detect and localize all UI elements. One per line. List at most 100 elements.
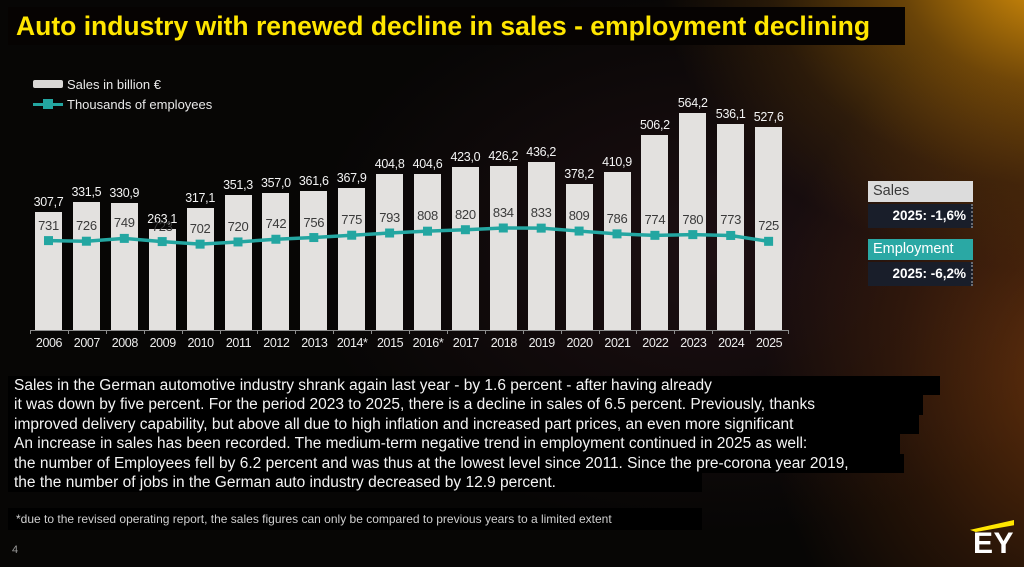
x-axis-label: 2007 bbox=[73, 336, 101, 350]
sales-bar-2019 bbox=[527, 162, 555, 330]
body-line: the the number of jobs in the German aut… bbox=[8, 472, 702, 493]
employee-value-label: 720 bbox=[227, 218, 249, 234]
sales-value-label: 506,2 bbox=[640, 118, 670, 133]
x-axis-label: 2018 bbox=[490, 336, 518, 350]
employee-value-label: 702 bbox=[189, 221, 211, 237]
x-axis-label: 2010 bbox=[187, 336, 214, 350]
x-axis-tick bbox=[484, 330, 486, 334]
sales-bar-2012 bbox=[262, 192, 290, 330]
sales-bar-2021 bbox=[603, 171, 631, 330]
x-axis-label: 2025 bbox=[755, 336, 783, 350]
x-axis-tick bbox=[143, 330, 145, 334]
x-axis-label: 2024 bbox=[718, 336, 745, 350]
legend-sales-label: Sales in billion € bbox=[67, 76, 161, 92]
page-title: Auto industry with renewed decline in sa… bbox=[16, 11, 871, 41]
x-axis-tick bbox=[219, 330, 221, 334]
sales-bar-2018 bbox=[489, 165, 517, 330]
sales-bar-2015 bbox=[376, 174, 404, 330]
sales-bar-2020 bbox=[565, 184, 593, 330]
x-axis-tick bbox=[636, 330, 638, 334]
sales-value-label: 263,1 bbox=[147, 211, 178, 226]
x-axis-tick bbox=[750, 330, 752, 334]
legend-item-sales: Sales in billion € bbox=[33, 74, 212, 94]
x-axis-label: 2006 bbox=[35, 336, 63, 350]
sales-bar-2022 bbox=[641, 135, 669, 330]
employment-change-value: 2025: -6,2% bbox=[868, 262, 973, 286]
x-axis-tick bbox=[712, 330, 714, 334]
employee-value-label: 774 bbox=[644, 212, 666, 228]
x-axis-tick bbox=[67, 330, 69, 334]
sales-bar-2011 bbox=[224, 194, 252, 330]
x-axis-tick bbox=[257, 330, 259, 334]
x-axis-label: 2023 bbox=[680, 336, 707, 350]
sales-value-label: 564,2 bbox=[677, 95, 708, 110]
sales-value-label: 378,2 bbox=[564, 167, 594, 182]
sales-value-label: 330,9 bbox=[109, 185, 140, 200]
sales-bar-2007 bbox=[72, 202, 100, 330]
x-axis-tick bbox=[409, 330, 410, 334]
body-line: improved delivery capability, but above … bbox=[8, 414, 919, 435]
x-axis-label: 2013 bbox=[301, 336, 328, 350]
employee-value-label: 731 bbox=[38, 217, 59, 233]
sales-value-label: 361,6 bbox=[298, 173, 329, 188]
sales-change-value: 2025: -1,6% bbox=[868, 204, 973, 228]
employee-value-label: 756 bbox=[303, 214, 325, 230]
chart-legend: Sales in billion € Thousands of employee… bbox=[33, 74, 212, 114]
employee-value-label: 834 bbox=[492, 205, 514, 221]
body-line: An increase in sales has been recorded. … bbox=[8, 434, 900, 454]
sales-value-label: 357,0 bbox=[261, 175, 291, 190]
sales-value-label: 307,7 bbox=[33, 194, 64, 209]
sales-bar-2023 bbox=[679, 112, 707, 330]
sales-bar-2008 bbox=[110, 202, 138, 330]
x-axis-tick bbox=[674, 330, 676, 334]
x-axis-label: 2020 bbox=[566, 336, 593, 350]
sales-value-label: 331,5 bbox=[71, 185, 102, 200]
sales-bar-2017 bbox=[451, 167, 479, 330]
employee-value-label: 742 bbox=[265, 216, 287, 232]
x-axis-tick bbox=[295, 330, 297, 334]
sales-bar-2009 bbox=[148, 228, 176, 330]
ey-logo: EY bbox=[960, 520, 1014, 559]
side-panel: Sales 2025: -1,6% Employment 2025: -6,2% bbox=[868, 181, 973, 286]
sales-value-label: 536,1 bbox=[715, 106, 746, 121]
x-axis-tick bbox=[371, 330, 373, 334]
sales-bar-2013 bbox=[300, 190, 328, 330]
x-axis-tick bbox=[598, 330, 600, 334]
sales-value-label: 367,9 bbox=[336, 171, 367, 186]
employment-panel-header: Employment bbox=[868, 239, 973, 260]
x-axis-tick bbox=[30, 330, 31, 334]
x-axis-label: 2014* bbox=[336, 336, 368, 350]
body-line: Sales in the German automotive industry … bbox=[8, 376, 940, 396]
sales-value-label: 527,6 bbox=[753, 109, 784, 124]
legend-item-employees: Thousands of employees bbox=[33, 94, 212, 114]
employee-value-label: 793 bbox=[379, 210, 400, 226]
x-axis-label: 2009 bbox=[149, 336, 177, 350]
footnote: *due to the revised operating report, th… bbox=[8, 508, 702, 530]
body-text: Sales in the German automotive industry … bbox=[8, 376, 940, 493]
sales-value-label: 404,8 bbox=[374, 157, 405, 172]
x-axis-tick bbox=[181, 330, 183, 334]
sales-value-label: 423,0 bbox=[450, 150, 481, 165]
employee-value-label: 833 bbox=[530, 205, 552, 221]
x-axis-tick bbox=[333, 330, 335, 334]
chart-plot: 307,7 731 331,5 726 330,9 749 263,1 723 317,1 702… bbox=[30, 95, 788, 331]
body-line: it was down by five percent. For the per… bbox=[8, 395, 923, 415]
x-axis-tick bbox=[105, 330, 107, 334]
x-axis-label: 2012 bbox=[263, 336, 290, 350]
x-axis-tick bbox=[788, 330, 789, 334]
x-axis-label: 2021 bbox=[604, 336, 631, 350]
employees-line-swatch-icon bbox=[33, 99, 63, 109]
legend-employees-label: Thousands of employees bbox=[67, 96, 213, 112]
employee-value-label: 808 bbox=[417, 208, 438, 224]
page-number: 4 bbox=[12, 544, 19, 556]
x-axis-label: 2022 bbox=[642, 336, 669, 350]
sales-bar-swatch-icon bbox=[33, 80, 63, 88]
sales-value-label: 410,9 bbox=[602, 154, 632, 169]
sales-value-label: 351,3 bbox=[223, 177, 253, 192]
x-axis-tick bbox=[522, 330, 524, 334]
x-axis-label: 2011 bbox=[225, 336, 252, 350]
x-axis-label: 2017 bbox=[452, 336, 480, 350]
employee-value-label: 723 bbox=[151, 218, 173, 234]
sales-panel-header: Sales bbox=[868, 181, 973, 202]
title-bar: Auto industry with renewed decline in sa… bbox=[8, 7, 905, 45]
